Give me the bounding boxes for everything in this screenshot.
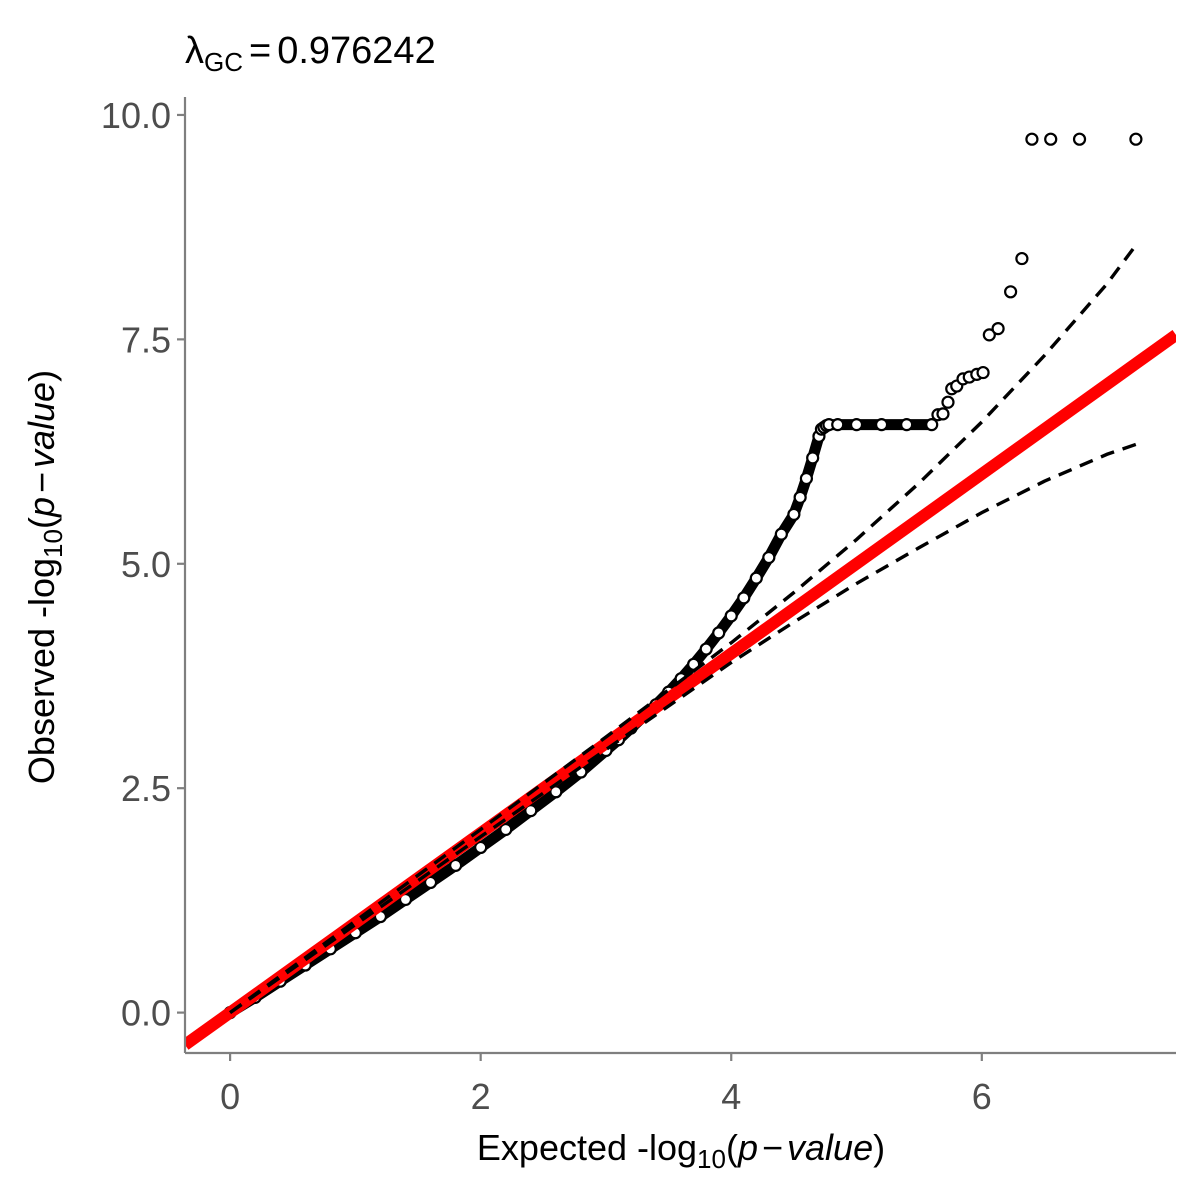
confidence-bound-upper	[229, 244, 1138, 1014]
ylabel-minus: −	[21, 472, 62, 493]
y-axis-ticks: 0.0 2.5 5.0 7.5 10.0	[101, 95, 185, 1034]
observed-points-band	[224, 419, 938, 1019]
title-lambda-symbol: λ	[185, 30, 204, 72]
x-axis-title: Expected -log10(p − value)	[477, 1127, 885, 1174]
ylabel-close: )	[21, 370, 62, 382]
y-axis-title: Observed -log10(p − value)	[21, 370, 68, 784]
observed-point	[831, 418, 845, 432]
ylabel-p: p	[21, 497, 62, 518]
x-tick-label: 4	[721, 1076, 741, 1117]
y-tick-label: 0.0	[121, 993, 171, 1034]
observed-point	[1129, 132, 1143, 146]
x-tick-label: 6	[972, 1076, 992, 1117]
observed-point	[936, 407, 950, 421]
plot-marks	[185, 132, 1176, 1050]
ylabel-open: (	[21, 517, 62, 529]
x-tick-label: 0	[220, 1076, 240, 1117]
confidence-bound-lower	[229, 442, 1137, 1014]
observed-point	[1025, 132, 1039, 146]
observed-point	[449, 858, 463, 872]
xlabel-open: (	[726, 1127, 738, 1168]
ylabel-prefix: Observed -log	[21, 558, 62, 784]
observed-point	[1015, 251, 1029, 266]
observed-point	[737, 591, 751, 605]
observed-point	[499, 822, 513, 837]
ylabel-subscript: 10	[38, 529, 68, 558]
title-lambda-value: 0.976242	[277, 30, 436, 72]
y-tick-label: 5.0	[121, 544, 171, 585]
observed-point	[474, 840, 488, 855]
observed-point	[524, 804, 538, 818]
observed-point	[900, 418, 914, 432]
observed-point	[699, 642, 713, 656]
observed-point	[1072, 132, 1087, 146]
xlabel-value-word: value	[787, 1127, 873, 1168]
observed-point	[762, 550, 776, 565]
chart-title: λGC = 0.976242	[185, 30, 436, 77]
ylabel-value-word: value	[21, 382, 62, 468]
observed-point	[793, 490, 807, 504]
observed-point	[1044, 132, 1058, 146]
observed-point	[976, 365, 990, 380]
observed-point	[982, 328, 996, 342]
observed-point	[712, 626, 726, 640]
xlabel-prefix: Expected -log	[477, 1127, 697, 1168]
observed-point	[787, 507, 801, 522]
observed-point	[423, 875, 438, 890]
x-axis-ticks: 0 2 4 6	[220, 1053, 992, 1117]
xlabel-close: )	[873, 1127, 885, 1168]
x-tick-label: 2	[471, 1076, 491, 1117]
observed-point	[874, 418, 889, 432]
observed-point	[724, 609, 738, 623]
y-tick-label: 2.5	[121, 768, 171, 809]
observed-point	[806, 451, 820, 465]
y-tick-label: 7.5	[121, 319, 171, 360]
title-lambda-subscript: GC	[204, 47, 243, 77]
observed-point	[799, 471, 814, 486]
title-equals: =	[249, 30, 271, 72]
observed-point	[925, 418, 939, 432]
xlabel-minus: −	[762, 1127, 783, 1168]
observed-point	[1004, 285, 1018, 299]
y-tick-label: 10.0	[101, 95, 171, 136]
observed-point	[774, 527, 788, 541]
observed-point	[991, 321, 1005, 336]
observed-point	[749, 571, 763, 585]
xlabel-subscript: 10	[697, 1144, 726, 1174]
observed-point	[849, 418, 864, 432]
observed-point	[941, 395, 955, 409]
xlabel-p: p	[737, 1127, 758, 1168]
